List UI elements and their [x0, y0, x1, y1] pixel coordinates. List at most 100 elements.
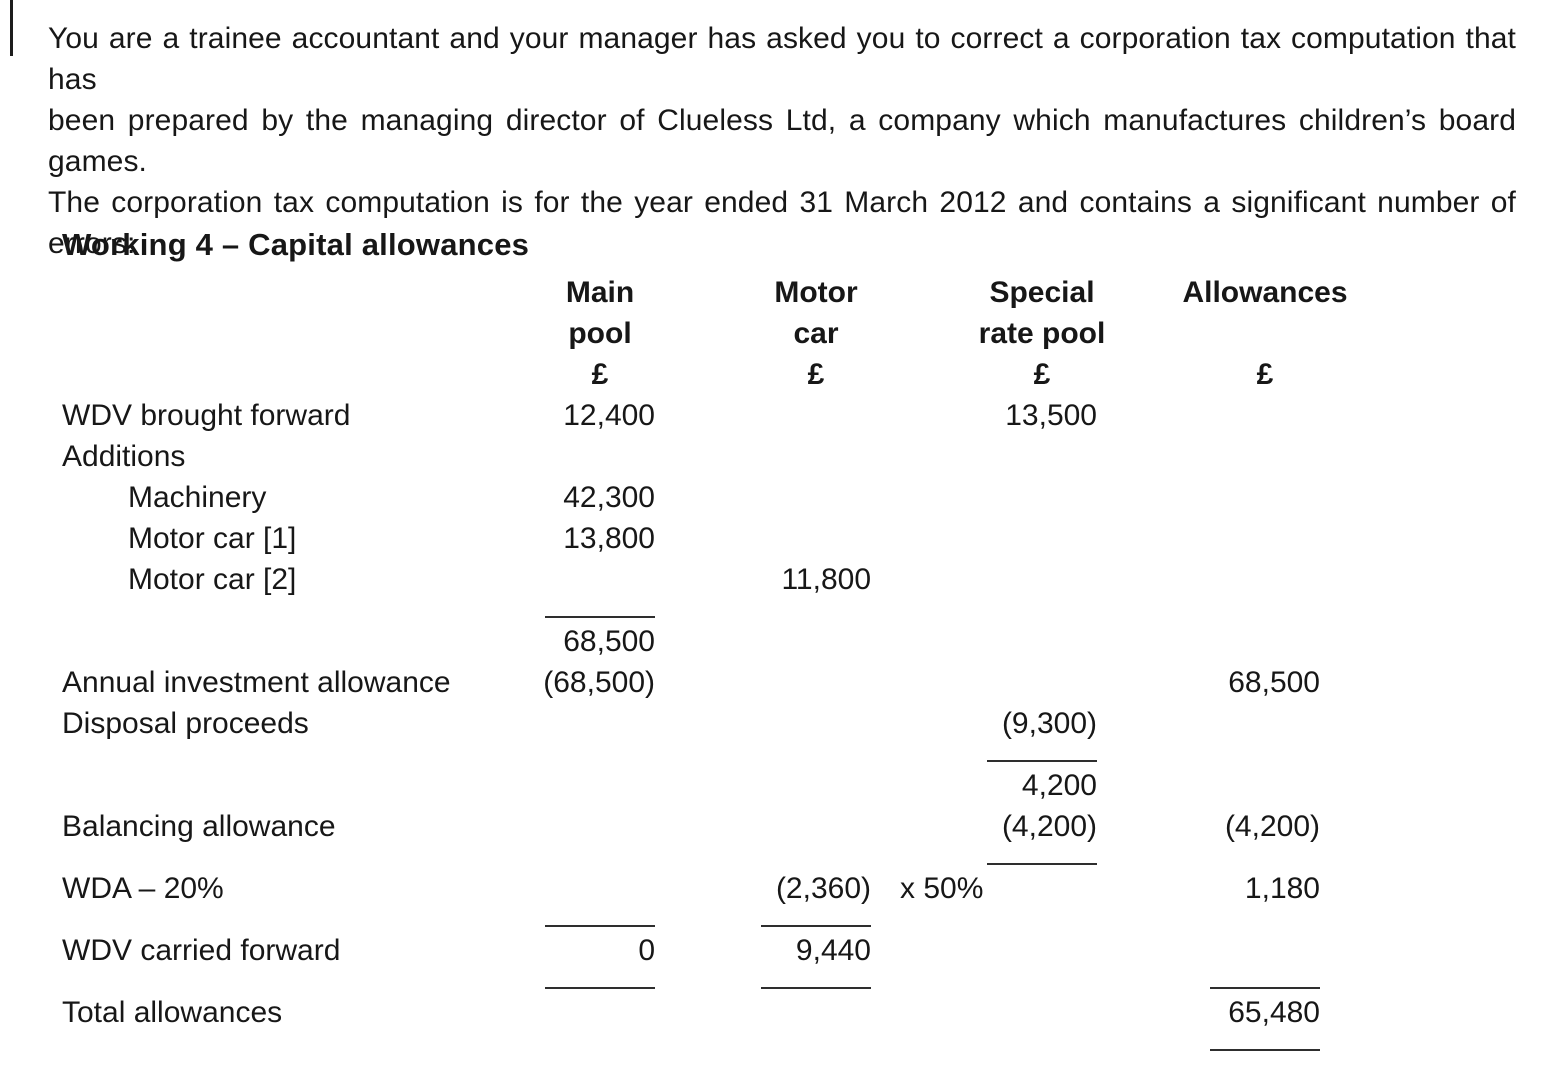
pound-sign-allowances: £	[1097, 354, 1320, 395]
rule-spacer	[1097, 744, 1320, 765]
table-row-main-pool-subtotal: 68,500	[62, 621, 1320, 662]
rule-special-rate-pool-cell	[871, 847, 1097, 868]
cell-special-rate-pool: 4,200	[1021, 769, 1097, 802]
rule-spacer	[62, 600, 490, 621]
rule-spacer	[62, 909, 490, 930]
cell-motor-car	[655, 806, 871, 847]
subtotal-rule-row	[62, 744, 1320, 765]
column-header-allowances-text: Allowances	[1182, 276, 1348, 309]
row-label	[62, 765, 490, 806]
cell-motor-car	[655, 992, 871, 1033]
table-row-motor-car-2: Motor car [2] 11,800	[62, 559, 1320, 600]
rule-spacer	[490, 744, 655, 765]
cell-allowances	[1097, 621, 1320, 662]
pound-sign-main-pool-text: £	[591, 358, 609, 391]
column-header-motor-car: Motor	[655, 272, 871, 313]
cell-special-rate-pool	[871, 477, 1097, 518]
cell-allowances	[1097, 395, 1320, 436]
pound-sign-motor-car: £	[655, 354, 871, 395]
cell-motor-car	[655, 395, 871, 436]
total-rule-row	[62, 1033, 1320, 1054]
rule-motor-car-cell	[655, 909, 871, 930]
rule-spacer	[871, 909, 1097, 930]
pound-sign-special-rate-pool-text: £	[1033, 358, 1051, 391]
intro-line-2: been prepared by the managing director o…	[48, 104, 1516, 178]
rule-allowances	[1210, 1049, 1320, 1051]
rule-main-pool-cell	[490, 909, 655, 930]
rule-motor-car	[761, 987, 871, 989]
subtotal-rule-row	[62, 909, 1320, 930]
cell-allowances	[1097, 436, 1320, 477]
intro-line-4: errors:	[48, 227, 136, 260]
column-header-special-rate-pool-2-text: rate pool	[978, 317, 1106, 350]
cell-special-rate-pool	[871, 559, 1097, 600]
rule-special-rate-pool-cell	[871, 744, 1097, 765]
cell-main-pool: (68,500)	[543, 666, 655, 699]
working-4-title: Working 4 – Capital allowances	[62, 227, 530, 262]
rule-spacer	[490, 1033, 655, 1054]
cell-main-pool: 68,500	[563, 625, 655, 658]
cell-main-pool	[490, 703, 655, 744]
cell-allowances	[1097, 559, 1320, 600]
cell-main-pool	[490, 806, 655, 847]
cell-wda-multiplier-note: x 50%	[900, 872, 984, 905]
header-spacer	[62, 313, 490, 354]
column-header-allowances: Allowances	[1097, 272, 1348, 313]
subtotal-rule-row	[62, 600, 1320, 621]
cell-main-pool	[490, 436, 655, 477]
header-spacer	[62, 272, 490, 313]
cell-special-rate-pool	[871, 662, 1097, 703]
row-label: Machinery	[128, 481, 267, 514]
cell-special-rate-pool: (4,200)	[1001, 810, 1097, 843]
table-header-row-2: pool car rate pool	[62, 313, 1320, 354]
row-label: WDV brought forward	[62, 399, 351, 432]
table-row-motor-car-1: Motor car [1] 13,800	[62, 518, 1320, 559]
rule-special-rate-pool	[987, 760, 1097, 762]
pound-sign-allowances-text: £	[1256, 358, 1274, 391]
cell-allowances	[1097, 477, 1320, 518]
pound-sign-motor-car-text: £	[807, 358, 825, 391]
cell-special-rate-pool	[871, 518, 1097, 559]
column-header-motor-car-2: car	[655, 313, 871, 354]
row-label: Motor car [1]	[128, 522, 297, 555]
cell-motor-car	[655, 765, 871, 806]
rule-main-pool	[545, 987, 655, 989]
cell-special-rate-pool	[871, 992, 1097, 1033]
cell-special-rate-pool	[871, 436, 1097, 477]
rule-spacer	[62, 744, 490, 765]
cell-motor-car	[655, 477, 871, 518]
rule-motor-car-cell	[655, 971, 871, 992]
rule-spacer	[62, 1033, 490, 1054]
cell-allowances	[1097, 930, 1320, 971]
table-row-disposal-proceeds: Disposal proceeds (9,300)	[62, 703, 1320, 744]
page-edge-artifact	[10, 0, 13, 56]
column-header-special-rate-pool: Special	[871, 272, 1097, 313]
cell-motor-car: 9,440	[795, 934, 871, 967]
row-label: WDV carried forward	[62, 934, 341, 967]
table-header-row-1: Main Motor Special Allowances	[62, 272, 1348, 313]
cell-main-pool: 42,300	[563, 481, 655, 514]
cell-allowances: 68,500	[1228, 666, 1320, 699]
rule-allowances	[1210, 987, 1320, 989]
rule-spacer	[655, 847, 871, 868]
rule-spacer	[871, 600, 1097, 621]
cell-allowances: (4,200)	[1224, 810, 1320, 843]
cell-motor-car	[655, 518, 871, 559]
column-header-motor-car-2-text: car	[793, 317, 839, 350]
cell-special-rate-pool: 13,500	[1005, 399, 1097, 432]
column-header-main-pool-text: Main	[565, 276, 635, 309]
column-header-special-rate-pool-text: Special	[989, 276, 1095, 309]
intro-line-3: The corporation tax computation is for t…	[48, 186, 1516, 219]
row-label: Disposal proceeds	[62, 707, 309, 740]
table-row-wdv-carried-forward: WDV carried forward 0 9,440	[62, 930, 1320, 971]
table-row-wda-20-percent: WDA – 20% (2,360) x 50% 1,180	[62, 868, 1320, 909]
cell-allowances	[1097, 765, 1320, 806]
rule-allowances-cell	[1097, 971, 1320, 992]
cell-main-pool	[490, 992, 655, 1033]
header-spacer	[62, 354, 490, 395]
column-header-main-pool: Main	[490, 272, 655, 313]
cell-main-pool	[490, 559, 655, 600]
rule-spacer	[871, 1033, 1097, 1054]
cell-main-pool	[490, 868, 655, 909]
cell-main-pool	[490, 765, 655, 806]
